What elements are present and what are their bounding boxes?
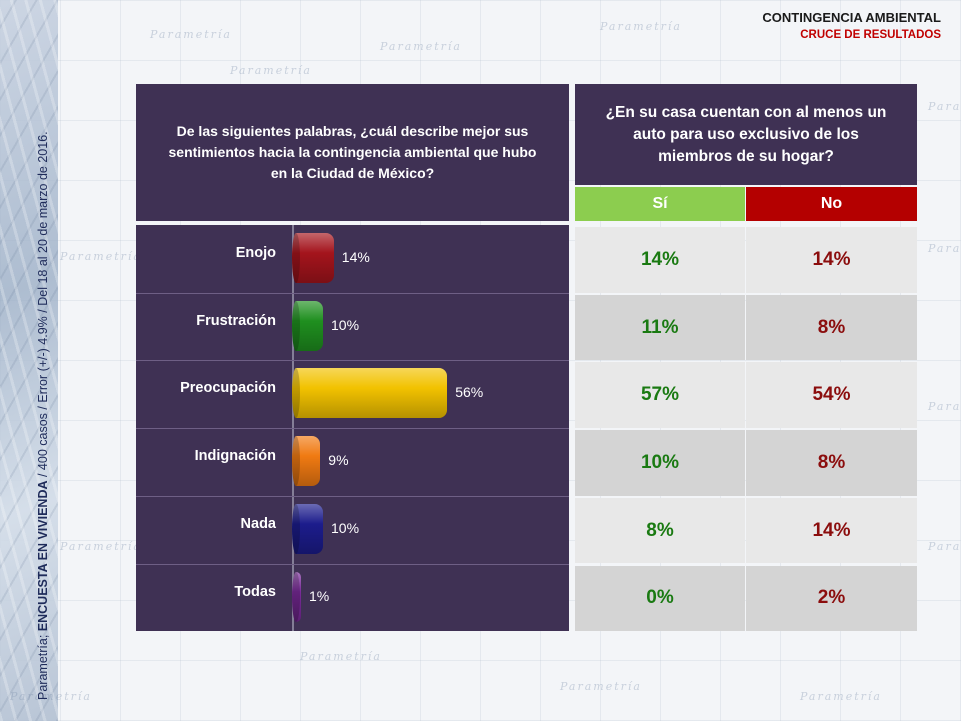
category-label: Nada <box>240 515 276 532</box>
bar-nada <box>296 503 323 554</box>
watermark-text: Parametría <box>928 242 961 255</box>
chart-row-divider <box>136 292 569 294</box>
column-header-yes: Sí <box>575 187 745 221</box>
table-cell-yes: 0% <box>575 565 745 632</box>
source-note: Parametría; ENCUESTA EN VIVIENDA / 400 c… <box>36 131 50 700</box>
bar-chart-panel <box>136 225 569 631</box>
watermark-text: Parametría <box>230 64 312 77</box>
table-cell-no: 8% <box>746 294 917 361</box>
bar-indignación <box>296 436 321 487</box>
source-prefix: Parametría; <box>36 631 50 700</box>
table-cell-yes: 10% <box>575 430 745 496</box>
table-cell-yes: 8% <box>575 497 745 564</box>
watermark-text: Parametría <box>380 40 462 53</box>
chart-row-divider <box>136 563 569 565</box>
table-question-panel: ¿En su casa cuentan con al menos un auto… <box>575 84 917 185</box>
page-subtitle: CRUCE DE RESULTADOS <box>800 29 941 41</box>
watermark-text: Parametría <box>928 400 961 413</box>
chart-row-divider <box>136 495 569 497</box>
watermark-text: Parametría <box>150 28 232 41</box>
chart-question-text: De las siguientes palabras, ¿cuál descri… <box>168 123 537 181</box>
source-survey-type: ENCUESTA EN VIVIENDA <box>36 480 50 632</box>
chart-axis-line <box>292 225 294 631</box>
bar-value-label: 9% <box>328 452 349 469</box>
category-label: Frustración <box>196 312 276 329</box>
table-cell-no: 14% <box>746 497 917 564</box>
category-label: Preocupación <box>180 380 276 397</box>
watermark-text: Parametría <box>300 650 382 663</box>
bar-value-label: 10% <box>331 316 360 333</box>
bar-enojo <box>296 233 334 283</box>
table-question-text: ¿En su casa cuentan con al menos un auto… <box>605 103 887 165</box>
bar-value-label: 1% <box>309 587 330 604</box>
table-cell-yes: 57% <box>575 362 745 429</box>
bar-frustración <box>296 300 323 351</box>
chart-row-divider <box>136 360 569 362</box>
column-header-no: No <box>746 187 917 221</box>
watermark-text: Parametría <box>60 250 142 263</box>
category-label: Enojo <box>235 245 276 261</box>
category-label: Todas <box>234 583 276 600</box>
watermark-text: Parametría <box>10 690 92 703</box>
watermark-text: Parametría <box>928 540 961 553</box>
watermark-text: Parametría <box>600 20 682 33</box>
table-cell-no: 14% <box>746 227 917 293</box>
table-cell-no: 2% <box>746 565 917 632</box>
watermark-text: Parametría <box>800 690 882 703</box>
table-cell-no: 8% <box>746 430 917 496</box>
bar-value-label: 10% <box>331 519 360 536</box>
source-details: / 400 casos / Error (+/-) 4.9% / Del 18 … <box>36 131 50 481</box>
chart-row-divider <box>136 428 569 430</box>
watermark-text: Parametría <box>560 680 642 693</box>
chart-question-panel: De las siguientes palabras, ¿cuál descri… <box>136 84 569 221</box>
category-label: Indignación <box>194 448 276 465</box>
bar-value-label: 14% <box>341 249 370 265</box>
table-cell-yes: 11% <box>575 294 745 361</box>
bar-todas <box>296 571 301 622</box>
watermark-text: Parametría <box>928 100 961 113</box>
bar-preocupación <box>296 368 448 419</box>
page-title: CONTINGENCIA AMBIENTAL <box>762 10 941 25</box>
watermark-text: Parametría <box>60 540 142 553</box>
bar-value-label: 56% <box>455 384 484 401</box>
table-cell-no: 54% <box>746 362 917 429</box>
decorative-side-strip <box>0 0 58 721</box>
table-cell-yes: 14% <box>575 227 745 293</box>
